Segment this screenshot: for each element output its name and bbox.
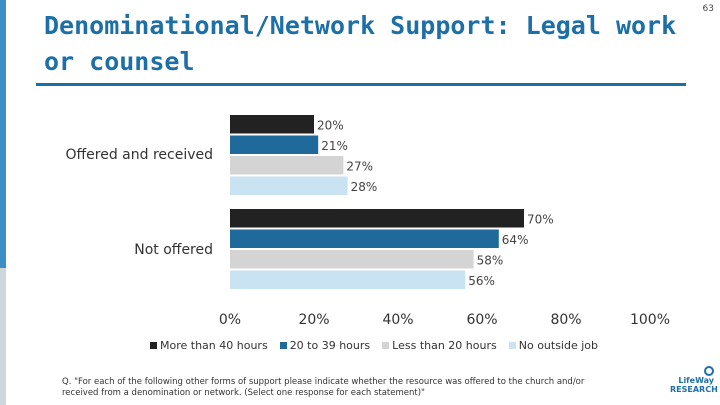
logo-text: LifeWay RESEARCH: [670, 376, 718, 394]
data-label: 56%: [468, 274, 495, 288]
legend-label: No outside job: [518, 339, 599, 352]
data-label: 28%: [351, 180, 378, 194]
bar: [230, 115, 314, 134]
bar: [230, 270, 466, 289]
legend-item: Less than 20 hours: [382, 339, 497, 352]
bar: [230, 229, 499, 248]
legend-swatch: [382, 342, 390, 349]
legend-item: No outside job: [508, 339, 599, 352]
x-tick-label: 0%: [219, 312, 241, 328]
category-label: Not offered: [134, 242, 213, 258]
data-label: 58%: [477, 253, 504, 267]
title-rule: [36, 83, 686, 86]
legend-label: 20 to 39 hours: [289, 339, 371, 352]
left-accent-blue: [0, 0, 6, 268]
data-label: 70%: [527, 212, 554, 226]
legend-item: More than 40 hours: [150, 339, 268, 352]
bar: [230, 135, 319, 154]
chart-legend: More than 40 hours 20 to 39 hours Less t…: [150, 339, 598, 352]
footnote: Q. "For each of the following other form…: [62, 377, 585, 398]
bar: [230, 209, 524, 228]
legend-swatch: [508, 342, 516, 349]
left-accent-bar: [0, 0, 6, 405]
x-tick-label: 60%: [466, 312, 497, 328]
data-label: 21%: [321, 139, 348, 153]
legend-label: Less than 20 hours: [392, 339, 497, 352]
legend-swatch: [150, 342, 157, 349]
category-label: Offered and received: [65, 147, 213, 163]
slide-title: Denominational/Network Support: Legal wo…: [44, 11, 677, 76]
logo-mark-icon: [704, 366, 714, 376]
x-tick-label: 80%: [550, 312, 581, 328]
data-label: 64%: [502, 233, 529, 247]
bar: [230, 250, 474, 269]
lifeway-research-logo: LifeWay RESEARCH: [670, 366, 718, 398]
x-tick-label: 100%: [630, 312, 670, 328]
page-number: 63: [702, 4, 714, 14]
x-tick-label: 20%: [298, 312, 329, 328]
legend-swatch: [279, 342, 287, 349]
legend-item: 20 to 39 hours: [279, 339, 371, 352]
x-tick-label: 40%: [382, 312, 413, 328]
legend-label: More than 40 hours: [160, 339, 268, 352]
bar: [230, 156, 344, 175]
bar: [230, 176, 348, 195]
data-label: 20%: [317, 118, 344, 132]
data-label: 27%: [346, 159, 373, 173]
